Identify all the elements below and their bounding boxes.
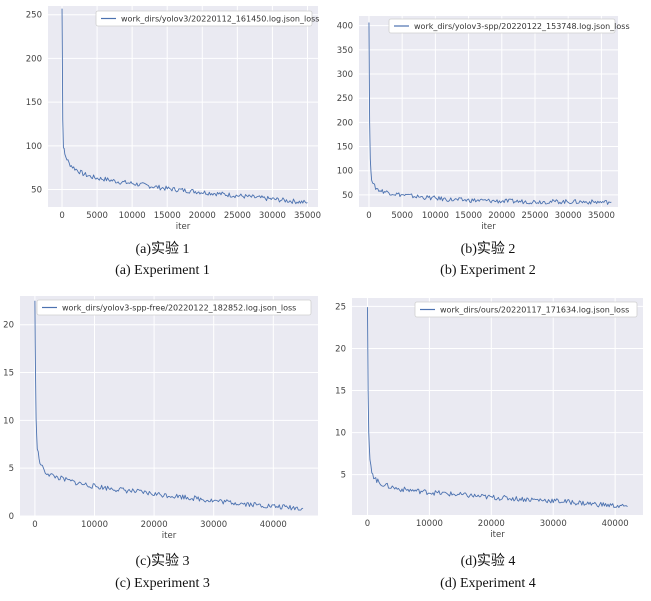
y-tick-label: 300 [337,70,353,80]
legend-box-d [414,301,638,318]
x-tick-label: 35000 [588,211,615,221]
y-tick-label: 5 [341,471,346,481]
x-tick-label: 30000 [555,211,582,221]
caption-en-a: (a) Experiment 1 [115,263,210,278]
y-tick-label: 250 [337,94,353,104]
caption-en-b: (b) Experiment 2 [440,263,536,278]
y-tick-label: 50 [342,191,353,201]
y-tick-label: 10 [3,416,14,426]
y-tick-label: 100 [337,167,353,177]
loss-series-line-b [368,22,612,205]
x-tick-label: 15000 [154,211,181,221]
y-tick-label: 200 [26,54,42,64]
plot-area-a [48,6,318,207]
x-tick-label: 0 [365,519,370,529]
x-tick-label: 40000 [602,519,629,529]
y-tick-label: 400 [337,22,353,32]
legend-label: work_dirs/yolov3-spp-free/20220122_18285… [62,304,296,313]
y-tick-label: 200 [337,118,353,128]
plot-area-d [352,298,643,515]
caption-cn-b: (b)实验 2 [460,242,516,257]
x-tick-label: 0 [32,520,37,530]
plot-area-b [359,16,618,207]
chart-panel-d: 0 10000 20000 30000 40000 5 10 15 20 25 iter work_d… [325,292,651,601]
legend-box-b [388,18,616,34]
chart-svg-a: 0 5000 10000 15000 20000 25000 30000 35000 50 100… [26,6,321,232]
x-tick-label: 20000 [478,519,505,529]
y-tick-label: 50 [31,186,42,196]
x-tick-label: 5000 [391,211,413,221]
x-tick-label: 10000 [81,520,108,530]
loss-series-line-d [367,307,628,509]
x-tick-label: 20000 [189,211,216,221]
legend-label: work_dirs/yolov3/20220112_161450.log.jso… [121,15,319,24]
x-tick-label: 25000 [521,211,548,221]
y-tick-label: 150 [337,143,353,153]
x-axis-label: iter [490,530,505,540]
x-tick-label: 20000 [141,520,168,530]
caption-en-d: (d) Experiment 4 [440,576,536,591]
y-tick-label: 25 [335,302,346,312]
caption-cn-a: (a)实验 1 [135,242,190,257]
y-tick-label: 10 [335,429,346,439]
chart-svg-c: 0 10000 20000 30000 40000 0 5 10 15 20 iter work_di… [3,296,318,541]
y-tick-label: 20 [335,344,346,354]
x-tick-label: 0 [59,211,64,221]
y-tick-label: 100 [26,142,42,152]
caption-en-c: (c) Experiment 3 [115,576,210,591]
x-axis-label: iter [162,531,177,541]
x-tick-label: 30000 [200,520,227,530]
loss-series-line-a [61,8,308,205]
x-tick-label: 25000 [224,211,251,221]
loss-series-line-c [34,300,304,511]
x-tick-label: 40000 [260,520,287,530]
x-tick-label: 20000 [488,211,515,221]
chart-panel-b: 0 5000 10000 15000 20000 25000 30000 35000 50 100… [325,0,651,290]
chart-svg-d: 0 10000 20000 30000 40000 5 10 15 20 25 iter work_d… [335,298,643,540]
x-tick-label: 10000 [416,519,443,529]
x-tick-label: 0 [366,211,371,221]
chart-panel-a: 0 5000 10000 15000 20000 25000 30000 35000 50 100… [0,0,325,290]
y-tick-label: 15 [3,369,14,379]
legend-label: work_dirs/ours/20220117_171634.log.json_… [440,306,629,315]
x-tick-label: 5000 [86,211,108,221]
legend-box-c [36,299,312,316]
chart-panel-c: 0 10000 20000 30000 40000 0 5 10 15 20 iter work_di… [0,292,325,601]
caption-cn-d: (d)实验 4 [460,554,516,569]
x-tick-label: 10000 [119,211,146,221]
x-tick-label: 35000 [294,211,321,221]
x-tick-label: 30000 [259,211,286,221]
chart-svg-b: 0 5000 10000 15000 20000 25000 30000 35000 50 100… [337,16,630,232]
x-tick-label: 30000 [540,519,567,529]
x-tick-label: 15000 [455,211,482,221]
caption-cn-c: (c)实验 3 [135,554,190,569]
y-tick-label: 0 [9,512,14,522]
y-tick-label: 150 [26,98,42,108]
x-tick-label: 10000 [422,211,449,221]
y-tick-label: 15 [335,387,346,397]
x-axis-label: iter [176,222,191,232]
x-axis-label: iter [481,222,496,232]
y-tick-label: 20 [3,321,14,331]
legend-box-a [95,10,313,27]
legend-label: work_dirs/yolov3-spp/20220122_153748.log… [414,22,630,31]
y-tick-label: 350 [337,46,353,56]
y-tick-label: 5 [9,464,14,474]
y-tick-label: 250 [26,11,42,21]
